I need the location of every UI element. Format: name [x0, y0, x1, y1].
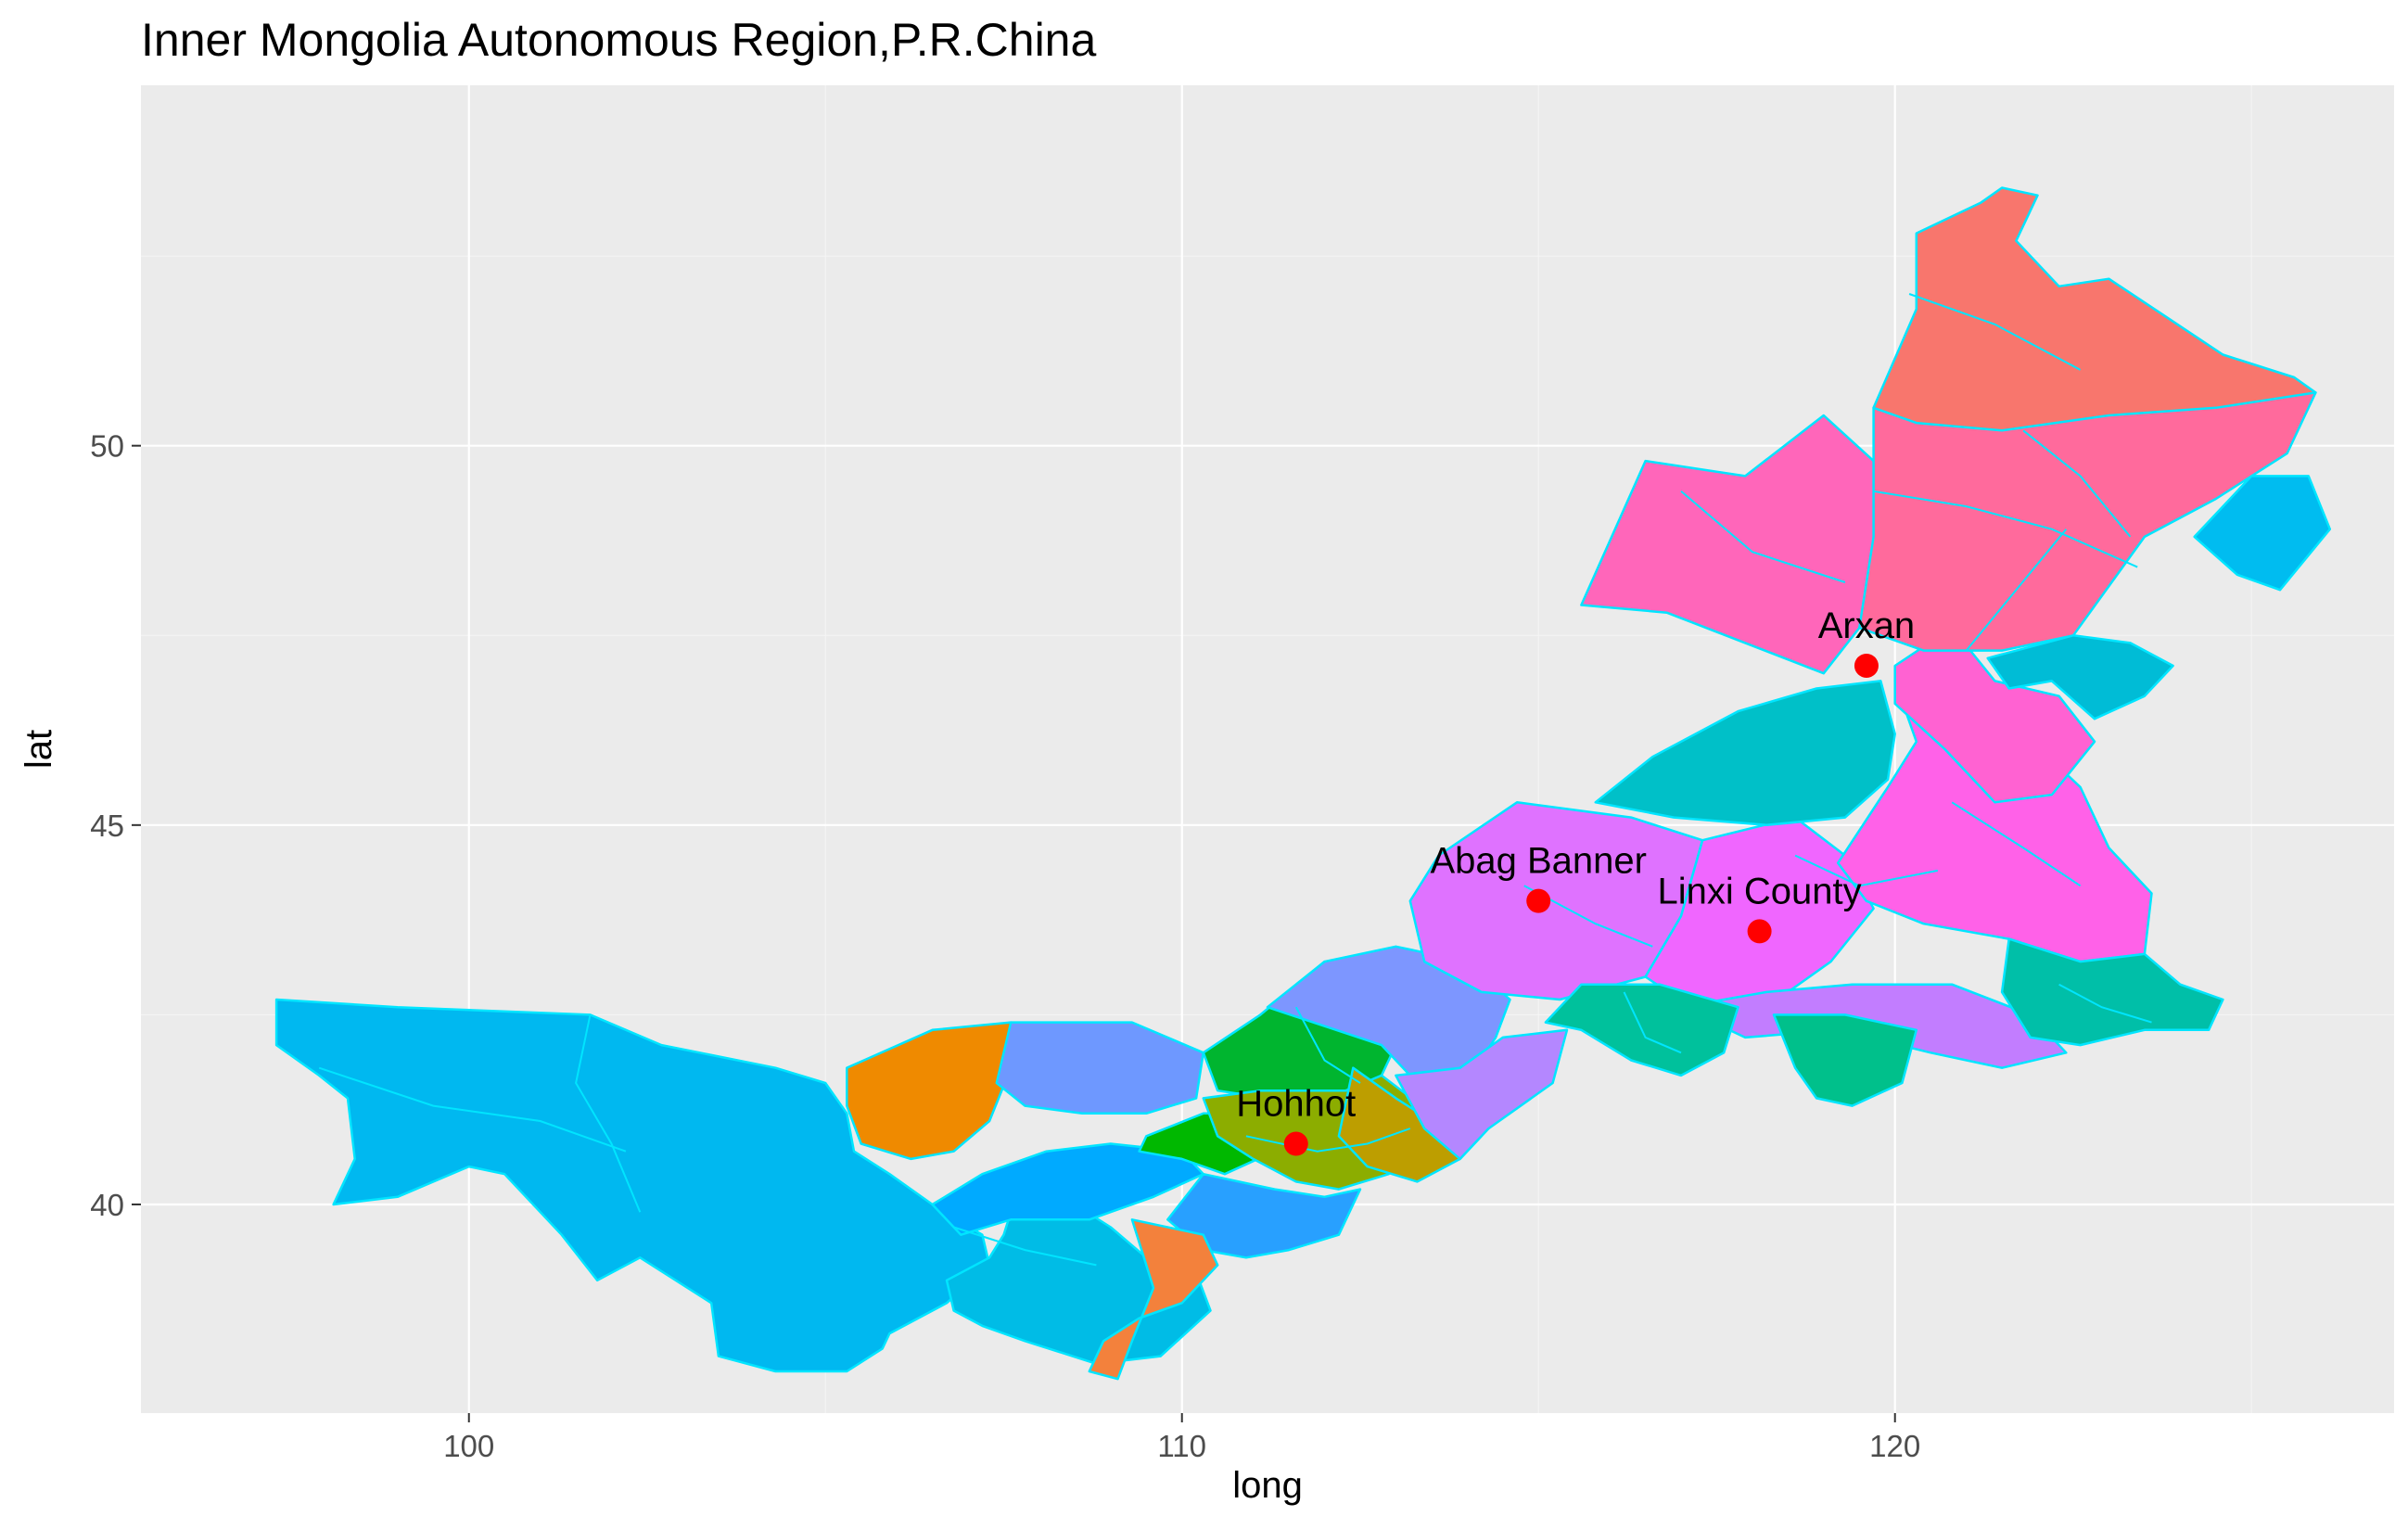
y-axis-ticks: 40 45 50: [90, 429, 141, 1222]
internal-boundary-3: [1908, 293, 2082, 371]
city-labels: Arxan Abag Banner Linxi County Hohhot: [1236, 605, 1915, 1125]
y-tick-label: 45: [90, 809, 124, 843]
region-tongliao-pink: [1893, 626, 2096, 804]
internal-boundary-11: [1623, 991, 1682, 1054]
map-title: Inner Mongolia Autonomous Region,P.R.Chi…: [141, 14, 1096, 66]
region-hulun-north: [1872, 186, 2317, 432]
internal-boundary-12: [1245, 1128, 1411, 1153]
region-tongliao-teal: [2000, 937, 2224, 1047]
region-xingan-pink: [1836, 680, 2153, 963]
x-tick-label: 120: [1869, 1429, 1920, 1463]
region-xilin-blue: [1266, 945, 1511, 1092]
region-chifeng-jade: [1772, 1013, 1918, 1107]
internal-boundary-4: [2022, 429, 2132, 538]
internal-boundary-0: [318, 1066, 627, 1153]
y-tick-label: 50: [90, 429, 124, 464]
internal-boundary-7: [1680, 491, 1846, 583]
city-label-hohhot: Hohhot: [1236, 1084, 1356, 1125]
x-tick-label: 110: [1157, 1429, 1206, 1463]
city-label-linxi-county: Linxi County: [1658, 871, 1862, 911]
x-tick-label: 100: [443, 1429, 494, 1463]
region-ordos-orange: [1088, 1218, 1219, 1381]
city-point-abag-banner: [1526, 888, 1551, 913]
internal-boundary-5: [1873, 490, 2138, 568]
region-xingan-cyan: [1986, 634, 2174, 720]
region-far-west: [274, 998, 991, 1373]
region-bayannur: [995, 1021, 1205, 1115]
city-label-abag-banner: Abag Banner: [1430, 841, 1647, 882]
region-wuhai-orange: [846, 1021, 1013, 1161]
internal-boundary-2: [1294, 1006, 1361, 1084]
internal-boundary-13: [953, 1226, 1097, 1267]
city-label-arxan: Arxan: [1818, 605, 1916, 646]
city-points: [1283, 653, 1879, 1156]
city-point-arxan: [1854, 653, 1879, 678]
internal-boundary-10: [2058, 983, 2152, 1024]
region-hulun-cyan: [2193, 475, 2332, 592]
city-point-linxi-county: [1747, 919, 1772, 944]
y-axis-title: lat: [19, 730, 59, 769]
internal-boundary-8: [1951, 801, 2082, 887]
internal-boundary-6: [1965, 529, 2068, 652]
region-xilin-lilac: [1395, 1028, 1569, 1161]
region-xilin-teal: [1594, 680, 1896, 827]
y-tick-label: 40: [90, 1188, 124, 1222]
city-point-hohhot: [1283, 1131, 1308, 1156]
internal-boundary-9: [1794, 854, 1938, 887]
internal-boundary-1: [575, 1014, 642, 1213]
x-axis-ticks: 100 110 120: [443, 1413, 1920, 1463]
x-axis-title: long: [1232, 1465, 1303, 1506]
